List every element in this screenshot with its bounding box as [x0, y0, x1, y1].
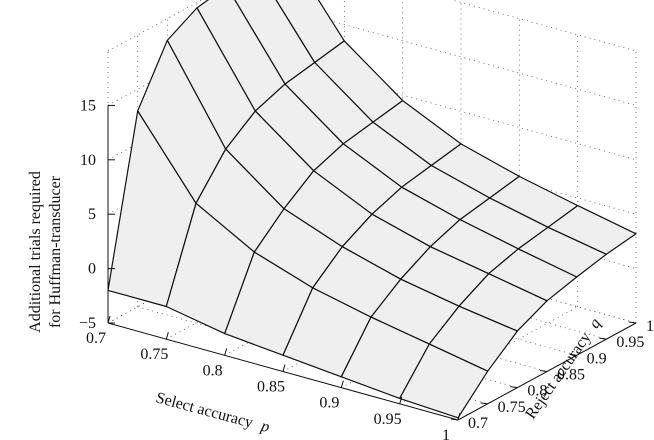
z-tick-label: −5	[79, 315, 96, 332]
x-tick-label: 0.9	[319, 395, 339, 412]
grid-line-floor-y	[137, 306, 488, 405]
x-tick-mark	[457, 412, 461, 421]
y-tick-label: 0.8	[527, 383, 547, 400]
y-tick-mark	[628, 321, 637, 324]
y-tick-label: 0.85	[557, 367, 585, 384]
y-tick-mark	[569, 353, 577, 356]
z-axis-title-line1: Additional trials required	[27, 171, 44, 333]
x-tick-mark	[224, 348, 228, 356]
z-tick-label: 0	[88, 261, 96, 278]
y-tick-label: 0.75	[498, 399, 526, 416]
z-tick-label: 10	[80, 152, 96, 169]
x-tick-mark	[282, 364, 286, 372]
z-tick-label: 5	[88, 206, 96, 223]
y-axis-title-var: q	[586, 315, 605, 331]
z-axis-title-line2: for Huffman-transducer	[47, 175, 64, 328]
x-axis-title-text: Select accuracy	[154, 389, 255, 431]
y-tick-label: 0.9	[587, 350, 607, 367]
surface-patch	[399, 343, 489, 419]
y-axis-title: Reject accuracy q	[522, 315, 604, 422]
x-tick-mark	[107, 315, 111, 324]
x-tick-label: 1	[442, 427, 450, 440]
x-tick-label: 0.7	[86, 330, 106, 347]
grid-line-back-z	[285, 8, 637, 106]
y-tick-mark	[539, 370, 548, 372]
x-tick-label: 0.75	[140, 346, 168, 363]
y-tick-label: 0.95	[616, 334, 644, 351]
x-tick-mark	[399, 396, 403, 404]
x-tick-label: 0.8	[203, 362, 223, 379]
z-tick-label: 15	[80, 97, 96, 114]
x-tick-label: 0.95	[374, 411, 402, 428]
x-axis-title: Select accuracy p	[154, 389, 271, 436]
ticks-layer: 0.70.750.80.850.90.9510.70.750.80.850.90…	[79, 97, 654, 440]
x-tick-mark	[165, 332, 169, 340]
x-tick-mark	[340, 380, 344, 388]
x-axis-title-var: p	[258, 417, 271, 436]
y-tick-mark	[599, 337, 607, 340]
y-tick-label: 1	[646, 318, 654, 335]
y-tick-mark	[450, 418, 459, 421]
y-tick-label: 0.7	[468, 415, 488, 432]
y-tick-mark	[480, 402, 488, 405]
x-tick-label: 0.85	[257, 379, 285, 396]
surface-layer	[107, 0, 637, 419]
y-tick-mark	[510, 386, 518, 389]
